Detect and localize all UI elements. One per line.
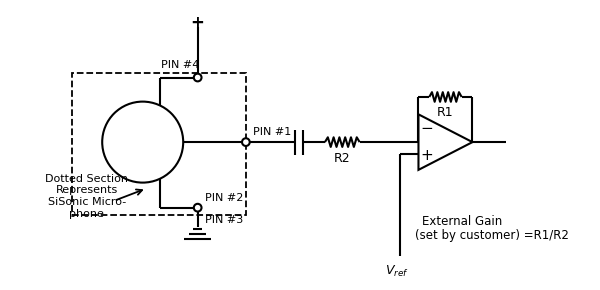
Text: $V_{ref}$: $V_{ref}$ (385, 264, 409, 279)
Text: phone: phone (70, 209, 104, 219)
Text: Dotted Section: Dotted Section (45, 174, 128, 184)
Text: R1: R1 (437, 106, 454, 119)
Text: SiSonic Micro-: SiSonic Micro- (47, 197, 126, 207)
Text: External Gain: External Gain (422, 215, 503, 229)
Circle shape (194, 204, 202, 211)
Circle shape (102, 102, 183, 183)
Text: R2: R2 (334, 152, 350, 165)
Circle shape (194, 74, 202, 81)
Text: (set by customer) =R1/R2: (set by customer) =R1/R2 (415, 229, 568, 242)
Circle shape (242, 138, 250, 146)
Text: +: + (191, 14, 205, 32)
Polygon shape (418, 114, 472, 170)
Text: +: + (421, 148, 433, 163)
Text: Represents: Represents (56, 186, 118, 195)
Text: PIN #4: PIN #4 (161, 60, 199, 70)
Text: PIN #3: PIN #3 (205, 215, 244, 225)
Text: −: − (421, 121, 433, 136)
Text: PIN #2: PIN #2 (205, 193, 244, 203)
Text: PIN #1: PIN #1 (253, 127, 291, 137)
